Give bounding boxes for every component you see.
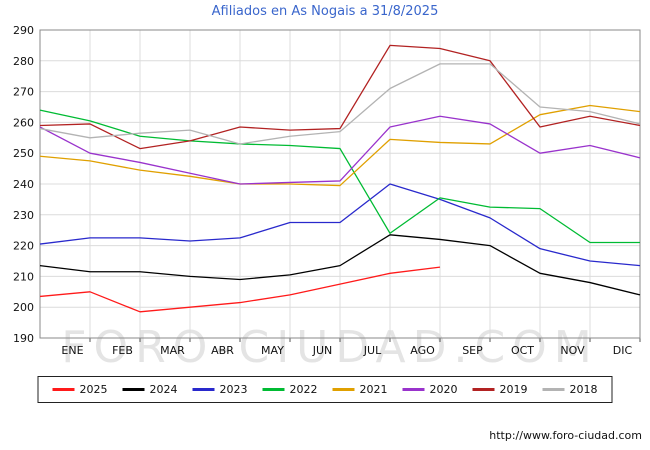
- data-series: [39, 44, 641, 313]
- y-tick-label: 200: [13, 301, 34, 314]
- legend-label: 2023: [219, 383, 248, 396]
- x-tick-label: ENE: [61, 344, 83, 357]
- legend-swatch-2022: [262, 388, 285, 391]
- x-tick-label: NOV: [560, 344, 585, 357]
- series-line-2019: [39, 44, 641, 150]
- axes: [39, 29, 641, 342]
- y-tick-label: 220: [13, 240, 34, 253]
- y-tick-label: 210: [13, 270, 34, 283]
- series-line-2025: [39, 266, 441, 313]
- legend-label: 2019: [499, 383, 528, 396]
- y-tick-label: 230: [13, 209, 34, 222]
- legend-label: 2021: [359, 383, 388, 396]
- legend-swatch-2020: [402, 388, 425, 391]
- legend-swatch-2021: [332, 388, 355, 391]
- legend-label: 2022: [289, 383, 318, 396]
- series-line-2020: [39, 115, 641, 185]
- legend-label: 2025: [79, 383, 108, 396]
- legend-label: 2024: [149, 383, 178, 396]
- chart-title: Afiliados en As Nogais a 31/8/2025: [211, 4, 439, 19]
- legend-item-2018: 2018: [542, 383, 598, 396]
- axis-labels: 190 200 210 220 230 240 250 260 270 280 290 ENE FEB M…: [13, 24, 633, 357]
- legend-item-2019: 2019: [472, 383, 528, 396]
- legend-item-2022: 2022: [262, 383, 318, 396]
- y-tick-label: 280: [13, 55, 34, 68]
- y-tick-label: 290: [13, 24, 34, 37]
- y-tick-label: 240: [13, 178, 34, 191]
- x-tick-label: DIC: [613, 344, 633, 357]
- legend-item-2021: 2021: [332, 383, 388, 396]
- legend-swatch-2024: [122, 388, 145, 391]
- series-line-2023: [39, 183, 641, 267]
- series-line-2024: [39, 234, 641, 296]
- y-tick-label: 270: [13, 86, 34, 99]
- x-tick-label: ABR: [211, 344, 234, 357]
- legend-label: 2018: [569, 383, 598, 396]
- x-tick-label: MAY: [261, 344, 284, 357]
- x-tick-label: MAR: [160, 344, 185, 357]
- legend-item-2024: 2024: [122, 383, 178, 396]
- y-tick-label: 260: [13, 116, 34, 129]
- y-tick-label: 190: [13, 332, 34, 345]
- legend-item-2023: 2023: [192, 383, 248, 396]
- legend-swatch-2023: [192, 388, 215, 391]
- legend: 2025 2024 2023 2022 2021 2020 2019 2018: [37, 376, 613, 403]
- series-line-2021: [39, 104, 641, 187]
- watermark: FORO-CIUDAD.COM: [61, 322, 599, 373]
- x-tick-label: OCT: [511, 344, 534, 357]
- legend-item-2020: 2020: [402, 383, 458, 396]
- series-line-2018: [39, 63, 641, 145]
- legend-label: 2020: [429, 383, 458, 396]
- gridlines: [40, 29, 641, 339]
- legend-swatch-2025: [52, 388, 75, 391]
- x-tick-label: JUN: [312, 344, 333, 357]
- series-line-2022: [39, 109, 640, 244]
- x-tick-label: SEP: [462, 344, 483, 357]
- y-tick-label: 250: [13, 147, 34, 160]
- x-tick-label: JUL: [363, 344, 382, 357]
- legend-swatch-2019: [472, 388, 495, 391]
- legend-item-2025: 2025: [52, 383, 108, 396]
- source-url-link[interactable]: http://www.foro-ciudad.com: [489, 429, 642, 442]
- x-tick-label: FEB: [112, 344, 133, 357]
- x-tick-label: AGO: [410, 344, 435, 357]
- legend-swatch-2018: [542, 388, 565, 391]
